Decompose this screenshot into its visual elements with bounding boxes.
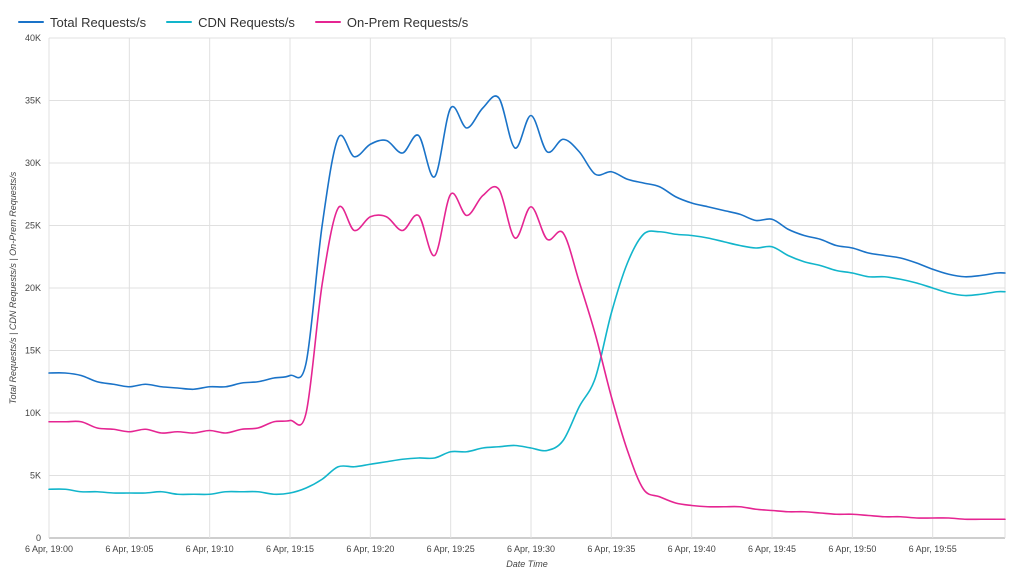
x-tick-label: 6 Apr, 19:50 bbox=[828, 544, 876, 554]
x-tick-label: 6 Apr, 19:30 bbox=[507, 544, 555, 554]
legend-label: Total Requests/s bbox=[50, 14, 147, 30]
y-tick-label: 30K bbox=[25, 158, 41, 168]
x-axis-label: Date Time bbox=[506, 559, 547, 569]
x-tick-label: 6 Apr, 19:35 bbox=[587, 544, 635, 554]
y-axis-label: Total Requests/s | CDN Requests/s | On-P… bbox=[8, 171, 18, 404]
x-tick-label: 6 Apr, 19:55 bbox=[909, 544, 957, 554]
x-tick-label: 6 Apr, 19:10 bbox=[186, 544, 234, 554]
legend-label: On-Prem Requests/s bbox=[346, 14, 469, 30]
x-tick-label: 6 Apr, 19:45 bbox=[748, 544, 796, 554]
legend-item[interactable]: Total Requests/s bbox=[18, 15, 146, 30]
series-on-prem-requests-line bbox=[48, 185, 1006, 521]
x-tick-label: 6 Apr, 19:20 bbox=[346, 544, 394, 554]
x-tick-label: 6 Apr, 19:05 bbox=[105, 544, 153, 554]
y-tick-label: 15K bbox=[25, 346, 41, 356]
y-tick-label: 5K bbox=[30, 471, 41, 481]
y-tick-label: 25K bbox=[25, 221, 41, 231]
y-tick-label: 10K bbox=[25, 408, 41, 418]
legend-swatch bbox=[166, 21, 193, 23]
y-tick-label: 0 bbox=[36, 533, 41, 543]
legend-item[interactable]: CDN Requests/s bbox=[166, 15, 295, 30]
series-layer bbox=[48, 95, 1006, 521]
axis-layer: 0 5K 10K 15K 20K 25K 30K 35K 40K 6 Apr, 19:00 6 Ap… bbox=[25, 33, 957, 554]
grid-layer bbox=[48, 37, 1006, 539]
series-total-requests-line bbox=[48, 95, 1006, 391]
legend-item[interactable]: On-Prem Requests/s bbox=[314, 14, 469, 30]
y-tick-label: 40K bbox=[25, 33, 41, 43]
y-tick-label: 35K bbox=[25, 96, 41, 106]
x-tick-label: 6 Apr, 19:25 bbox=[427, 544, 475, 554]
legend: Total Requests/s CDN Requests/s On-Prem Re… bbox=[18, 12, 488, 32]
x-tick-label: 6 Apr, 19:40 bbox=[668, 544, 716, 554]
y-tick-label: 20K bbox=[25, 283, 41, 293]
x-tick-label: 6 Apr, 19:00 bbox=[25, 544, 73, 554]
x-tick-label: 6 Apr, 19:15 bbox=[266, 544, 314, 554]
legend-label: CDN Requests/s bbox=[198, 14, 295, 30]
legend-swatch bbox=[314, 21, 341, 23]
series-cdn-requests-line bbox=[48, 230, 1006, 496]
legend-swatch bbox=[18, 21, 44, 23]
